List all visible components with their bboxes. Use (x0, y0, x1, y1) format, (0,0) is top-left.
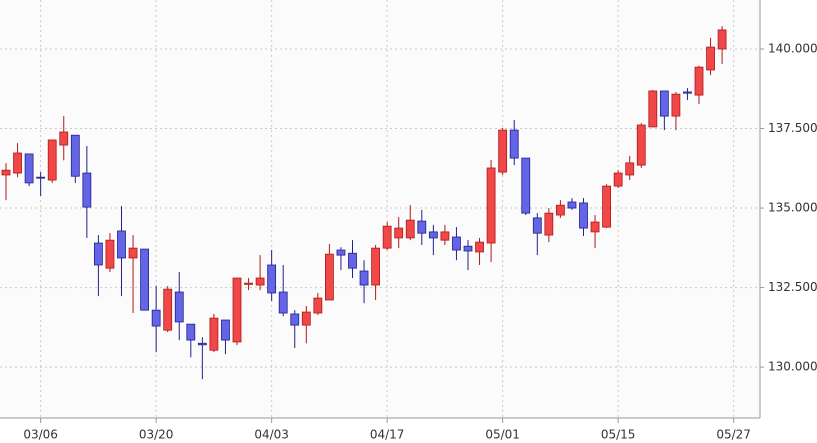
candle-body (486, 167, 496, 244)
candle-body (544, 212, 554, 236)
x-tick-label: 03/06 (23, 428, 58, 442)
candle-body (70, 134, 80, 177)
candle-body (13, 152, 22, 174)
candle-body (371, 247, 381, 286)
candle-body (174, 291, 184, 323)
x-tick-label: 03/20 (139, 428, 174, 442)
candle-body (382, 225, 392, 249)
plot-area (0, 0, 760, 418)
y-tick-label: 137.500 (768, 121, 817, 135)
candle-body (498, 129, 508, 173)
candle-body (197, 342, 207, 346)
candle-body (244, 282, 253, 285)
candle-body (521, 157, 531, 214)
candle-body (94, 242, 103, 266)
candle-body (706, 46, 715, 71)
candle-body (255, 277, 265, 286)
candle-body (36, 176, 46, 179)
candle-body (602, 185, 611, 228)
candle-body (267, 264, 277, 294)
x-tick-label: 05/01 (485, 428, 520, 442)
x-tick-label: 05/27 (716, 428, 751, 442)
candle-body (659, 90, 669, 117)
candle-body (82, 172, 92, 208)
candle-body (405, 219, 415, 239)
candle-body (209, 317, 219, 351)
candle-body (359, 270, 369, 286)
candle-body (590, 221, 600, 233)
x-tick-label: 05/15 (601, 428, 636, 442)
y-tick-label: 130.000 (768, 360, 817, 374)
candle-body (417, 220, 427, 234)
candle-body (221, 319, 230, 341)
x-tick-label: 04/17 (370, 428, 405, 442)
candle-body (151, 309, 161, 327)
y-tick-label: 135.000 (768, 201, 817, 215)
candle-body (717, 29, 727, 50)
candle-body (613, 172, 623, 187)
candle-body (163, 288, 173, 331)
candle-body (186, 323, 196, 341)
candle-body (452, 236, 461, 251)
candle-body (348, 252, 357, 269)
candle-body (683, 91, 692, 94)
candle-body (394, 227, 404, 239)
candle-body (140, 248, 150, 311)
candle-body (117, 230, 126, 259)
candle-body (313, 297, 323, 314)
candle-body (671, 93, 681, 117)
candle-body (532, 217, 542, 234)
candle-body (567, 201, 577, 209)
candle-body (232, 277, 242, 343)
candle-body (694, 66, 704, 96)
candle-body (47, 139, 57, 181)
candle-body (475, 241, 484, 253)
candle-body (428, 231, 438, 239)
candle-body (463, 245, 473, 252)
candle-body (579, 202, 588, 229)
candle-body (636, 124, 646, 166)
candle-body (24, 153, 34, 184)
candle-body (128, 247, 138, 259)
y-tick-label: 140.000 (768, 41, 817, 55)
x-tick-label: 04/03 (254, 428, 289, 442)
candle-body (556, 204, 565, 216)
candle-body (625, 162, 635, 176)
candle-body (440, 231, 450, 241)
candle-body (648, 90, 658, 128)
y-tick-label: 132.500 (768, 280, 817, 294)
candle-body (301, 311, 311, 326)
candle-body (290, 313, 300, 326)
candle-body (105, 239, 115, 269)
candle-body (324, 253, 334, 301)
candle-body (59, 131, 69, 146)
candle-body (336, 249, 346, 256)
candle-body (1, 169, 11, 176)
candle-body (278, 291, 288, 314)
candle-body (509, 129, 519, 159)
